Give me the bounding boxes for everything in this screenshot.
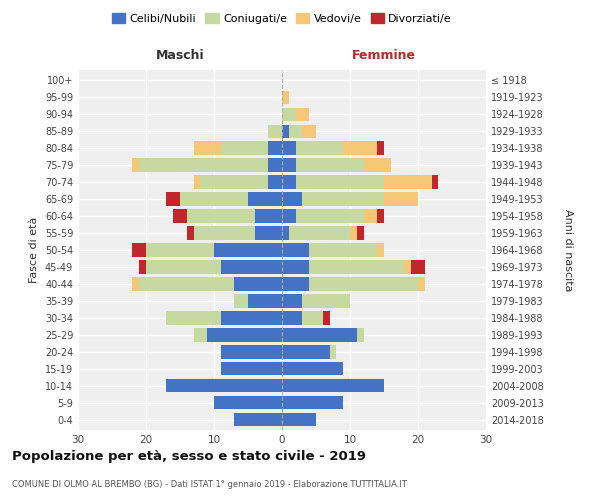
Bar [268, 158, 282, 172]
Bar [282, 90, 289, 104]
Text: COMUNE DI OLMO AL BREMBO (BG) - Dati ISTAT 1° gennaio 2019 - Elaborazione TUTTIT: COMUNE DI OLMO AL BREMBO (BG) - Dati IST… [12, 480, 407, 489]
Bar [323, 312, 329, 324]
Bar [309, 260, 404, 274]
Bar [146, 260, 221, 274]
Bar [377, 244, 384, 256]
Bar [133, 158, 139, 172]
Bar [268, 142, 282, 154]
Bar [282, 312, 302, 324]
Bar [289, 124, 302, 138]
Bar [187, 210, 255, 222]
Bar [268, 176, 282, 188]
Bar [282, 244, 309, 256]
Bar [282, 346, 329, 358]
Bar [214, 396, 282, 409]
Bar [255, 210, 282, 222]
Bar [296, 158, 364, 172]
Bar [248, 294, 282, 308]
Bar [173, 210, 187, 222]
Bar [309, 278, 418, 290]
Bar [384, 192, 418, 205]
Bar [221, 260, 282, 274]
Bar [296, 108, 309, 121]
Bar [255, 226, 282, 239]
Bar [309, 244, 377, 256]
Bar [139, 158, 268, 172]
Bar [221, 142, 268, 154]
Text: Maschi: Maschi [155, 48, 205, 62]
Legend: Celibi/Nubili, Coniugati/e, Vedovi/e, Divorziati/e: Celibi/Nubili, Coniugati/e, Vedovi/e, Di… [107, 9, 457, 29]
Bar [282, 328, 357, 342]
Bar [404, 260, 411, 274]
Bar [411, 260, 425, 274]
Bar [357, 328, 364, 342]
Bar [282, 124, 289, 138]
Text: Popolazione per età, sesso e stato civile - 2019: Popolazione per età, sesso e stato civil… [12, 450, 366, 463]
Bar [180, 192, 248, 205]
Bar [282, 396, 343, 409]
Bar [282, 158, 296, 172]
Bar [377, 142, 384, 154]
Bar [194, 142, 221, 154]
Bar [296, 176, 384, 188]
Bar [418, 278, 425, 290]
Bar [282, 294, 302, 308]
Bar [282, 176, 296, 188]
Bar [194, 226, 255, 239]
Bar [194, 328, 207, 342]
Bar [248, 192, 282, 205]
Bar [302, 124, 316, 138]
Y-axis label: Fasce di età: Fasce di età [29, 217, 39, 283]
Bar [377, 210, 384, 222]
Bar [221, 362, 282, 376]
Bar [282, 226, 289, 239]
Bar [235, 294, 248, 308]
Bar [282, 192, 302, 205]
Bar [364, 210, 377, 222]
Bar [268, 124, 282, 138]
Bar [200, 176, 268, 188]
Bar [235, 413, 282, 426]
Bar [302, 312, 323, 324]
Bar [282, 413, 316, 426]
Bar [296, 142, 343, 154]
Bar [139, 278, 235, 290]
Bar [296, 210, 364, 222]
Bar [166, 379, 282, 392]
Bar [187, 226, 194, 239]
Bar [214, 244, 282, 256]
Bar [221, 346, 282, 358]
Bar [282, 379, 384, 392]
Bar [139, 260, 146, 274]
Text: Femmine: Femmine [352, 48, 416, 62]
Bar [194, 176, 200, 188]
Bar [207, 328, 282, 342]
Bar [166, 312, 221, 324]
Bar [384, 176, 431, 188]
Y-axis label: Anni di nascita: Anni di nascita [563, 209, 573, 291]
Bar [221, 312, 282, 324]
Bar [364, 158, 391, 172]
Bar [357, 226, 364, 239]
Bar [133, 278, 139, 290]
Bar [302, 192, 384, 205]
Bar [282, 260, 309, 274]
Bar [133, 244, 146, 256]
Bar [282, 362, 343, 376]
Bar [282, 278, 309, 290]
Bar [431, 176, 439, 188]
Bar [146, 244, 214, 256]
Bar [282, 142, 296, 154]
Bar [166, 192, 180, 205]
Bar [282, 210, 296, 222]
Bar [329, 346, 337, 358]
Bar [350, 226, 357, 239]
Bar [235, 278, 282, 290]
Bar [289, 226, 350, 239]
Bar [282, 108, 296, 121]
Bar [302, 294, 350, 308]
Bar [343, 142, 377, 154]
